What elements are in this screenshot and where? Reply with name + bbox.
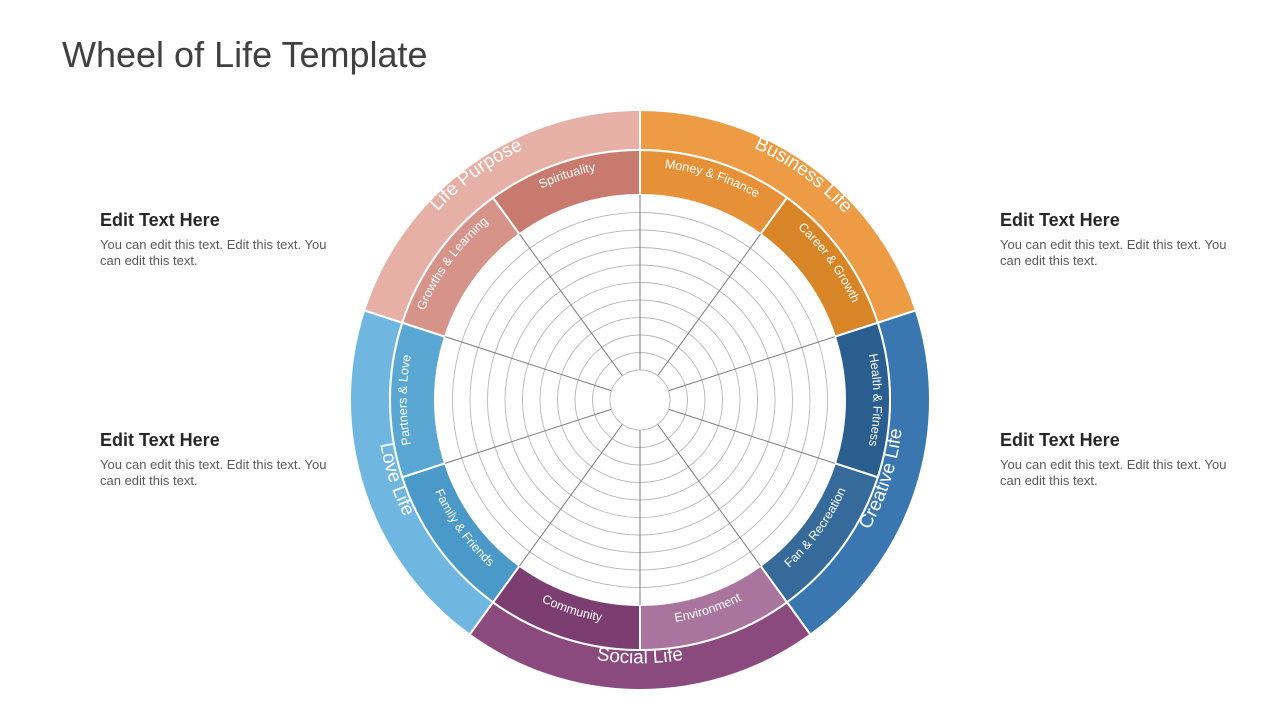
callout-tl: Edit Text Here You can edit this text. E… <box>100 210 330 270</box>
callout-body: You can edit this text. Edit this text. … <box>1000 237 1230 270</box>
callout-heading: Edit Text Here <box>1000 430 1230 451</box>
callout-body: You can edit this text. Edit this text. … <box>1000 457 1230 490</box>
callout-body: You can edit this text. Edit this text. … <box>100 457 330 490</box>
callout-tr: Edit Text Here You can edit this text. E… <box>1000 210 1230 270</box>
callout-heading: Edit Text Here <box>100 430 330 451</box>
callout-body: You can edit this text. Edit this text. … <box>100 237 330 270</box>
wheel-hub <box>610 370 670 430</box>
callout-heading: Edit Text Here <box>100 210 330 231</box>
page-title: Wheel of Life Template <box>62 34 428 76</box>
wheel-of-life: Business LifeMoney & FinanceCareer & Gro… <box>345 105 935 695</box>
callout-bl: Edit Text Here You can edit this text. E… <box>100 430 330 490</box>
callout-br: Edit Text Here You can edit this text. E… <box>1000 430 1230 490</box>
callout-heading: Edit Text Here <box>1000 210 1230 231</box>
